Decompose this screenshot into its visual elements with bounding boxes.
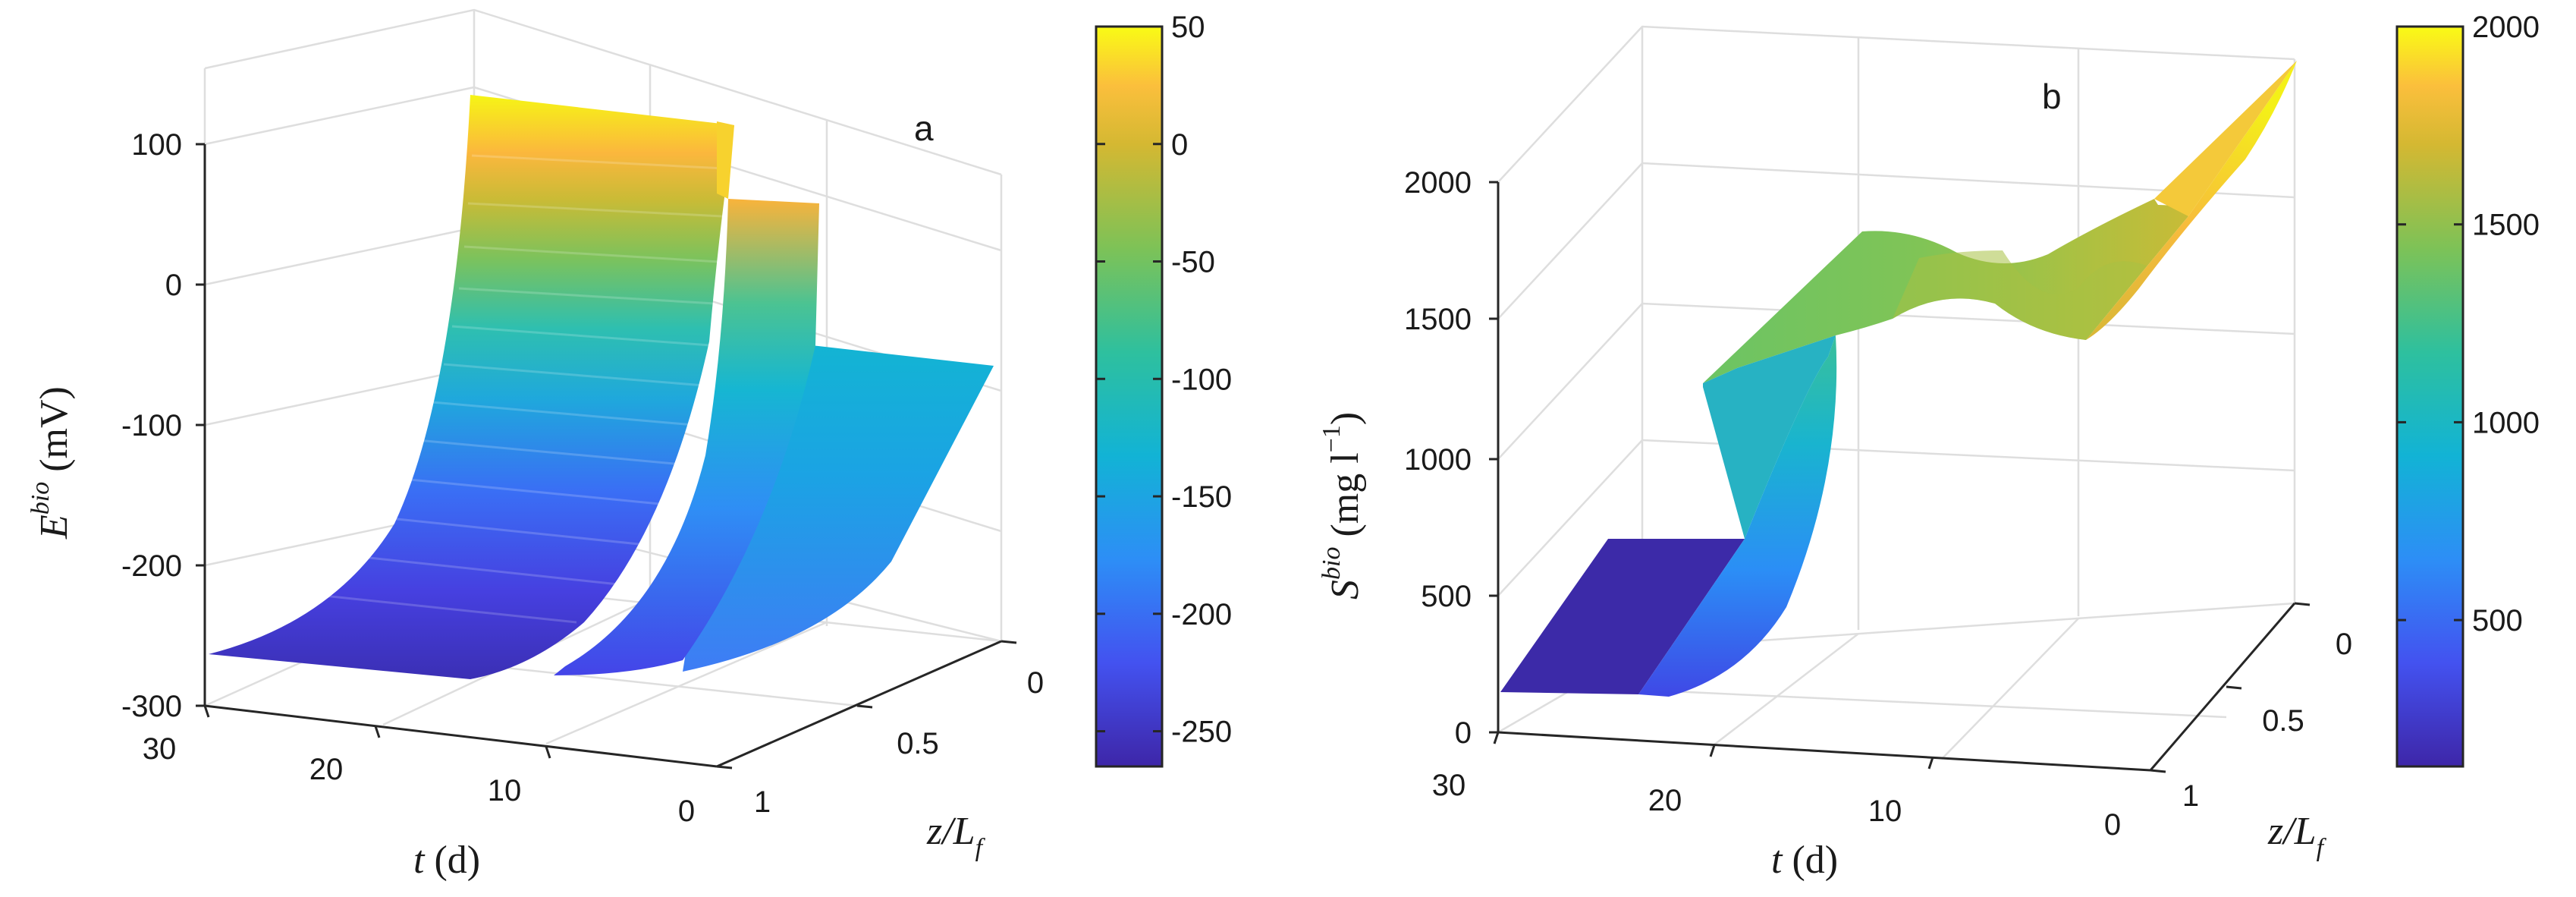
panel-b-z-tick-labels: 2000 1500 1000 500 0 bbox=[1404, 166, 1472, 750]
colorbar-tick-label: -250 bbox=[1171, 716, 1232, 749]
colorbar-tick-label: -50 bbox=[1171, 246, 1215, 279]
panel-a-surface bbox=[209, 95, 994, 679]
zlf-tick: 0.5 bbox=[897, 727, 939, 760]
panel-b-ylabel: z/Lf bbox=[2267, 810, 2327, 862]
colorbar-tick-label: -100 bbox=[1171, 363, 1232, 396]
t-tick: 20 bbox=[1648, 784, 1682, 817]
panel-a-colorbar: -250 -200 -150 -100 -50 0 50 bbox=[1095, 11, 1232, 768]
t-tick: 0 bbox=[2104, 808, 2121, 842]
panel-b-axes bbox=[1489, 181, 2311, 773]
z-tick: 1000 bbox=[1404, 443, 1472, 477]
t-tick: 30 bbox=[143, 732, 177, 766]
surface-b-ripple bbox=[1893, 250, 2147, 340]
zlf-tick: 0 bbox=[2336, 628, 2352, 661]
panel-b-xlabel: t (d) bbox=[1771, 839, 1838, 882]
z-tick: 0 bbox=[1455, 716, 1472, 750]
colorbar-tick-label: -200 bbox=[1171, 598, 1232, 631]
z-tick: 1500 bbox=[1404, 303, 1472, 336]
zlf-tick: 0 bbox=[1027, 666, 1044, 700]
panel-b-zlf-tick-labels: 1 0.5 0 bbox=[2182, 628, 2352, 813]
surface-b-rise-left bbox=[1703, 335, 1836, 539]
surface-a-far-shelf bbox=[683, 345, 994, 672]
surface-b-base bbox=[1500, 539, 1745, 694]
panel-a-ylabel: z/Lf bbox=[926, 810, 986, 862]
surface-a-mid-sheet bbox=[554, 199, 819, 675]
z-tick: -200 bbox=[121, 549, 182, 583]
t-tick: 10 bbox=[488, 774, 522, 807]
colorbar-tick-label: 2000 bbox=[2472, 11, 2540, 44]
panel-a-zlabel: Ebio (mV) bbox=[27, 386, 76, 540]
colorbar-tick-label: 1500 bbox=[2472, 209, 2540, 242]
t-tick: 10 bbox=[1868, 795, 1902, 828]
panel-b-zlabel: Sbio (mg l−1) bbox=[1318, 412, 1367, 600]
surface-a-front-edge bbox=[717, 121, 734, 199]
surface-b-end-face bbox=[2154, 61, 2297, 216]
t-tick: 0 bbox=[678, 795, 695, 828]
z-tick: 2000 bbox=[1404, 166, 1472, 200]
panel-a-label: a bbox=[914, 109, 934, 148]
z-tick: -100 bbox=[121, 409, 182, 442]
panel-a-xlabel: t (d) bbox=[413, 839, 480, 882]
surface-a-main-sheet bbox=[209, 95, 734, 679]
panel-b-t-tick-labels: 30 20 10 0 bbox=[1432, 769, 2121, 842]
panel-a: 100 0 -100 -200 -300 30 20 10 0 1 0.5 0 … bbox=[27, 8, 1232, 882]
colorbar-tick-label: 50 bbox=[1171, 11, 1205, 44]
panel-a-zlf-tick-labels: 1 0.5 0 bbox=[754, 666, 1044, 819]
z-tick: 500 bbox=[1421, 580, 1472, 613]
z-tick: 100 bbox=[131, 128, 182, 162]
zlf-tick: 0.5 bbox=[2262, 704, 2304, 738]
zlf-tick: 1 bbox=[754, 785, 771, 819]
panel-a-z-tick-labels: 100 0 -100 -200 -300 bbox=[121, 128, 182, 723]
panel-a-axes bbox=[196, 143, 1017, 770]
z-tick: -300 bbox=[121, 690, 182, 723]
t-tick: 30 bbox=[1432, 769, 1466, 802]
colorbar-a-gradient bbox=[1095, 25, 1164, 768]
colorbar-b-gradient bbox=[2395, 25, 2464, 768]
t-tick: 20 bbox=[309, 753, 344, 786]
panel-b-colorbar: 500 1000 1500 2000 bbox=[2395, 11, 2540, 768]
panel-a-t-tick-labels: 30 20 10 0 bbox=[143, 732, 695, 828]
surface-b-rise bbox=[1638, 335, 1837, 697]
colorbar-tick-label: 0 bbox=[1171, 128, 1188, 162]
panel-b-label: b bbox=[2042, 77, 2062, 116]
panel-b-surface bbox=[1500, 61, 2297, 697]
z-tick: 0 bbox=[165, 269, 182, 302]
panel-b: 2000 1500 1000 500 0 30 20 10 0 1 0.5 0 … bbox=[1318, 11, 2540, 882]
colorbar-tick-label: 1000 bbox=[2472, 406, 2540, 439]
colorbar-tick-label: 500 bbox=[2472, 604, 2523, 637]
zlf-tick: 1 bbox=[2182, 779, 2199, 813]
colorbar-tick-label: -150 bbox=[1171, 480, 1232, 514]
